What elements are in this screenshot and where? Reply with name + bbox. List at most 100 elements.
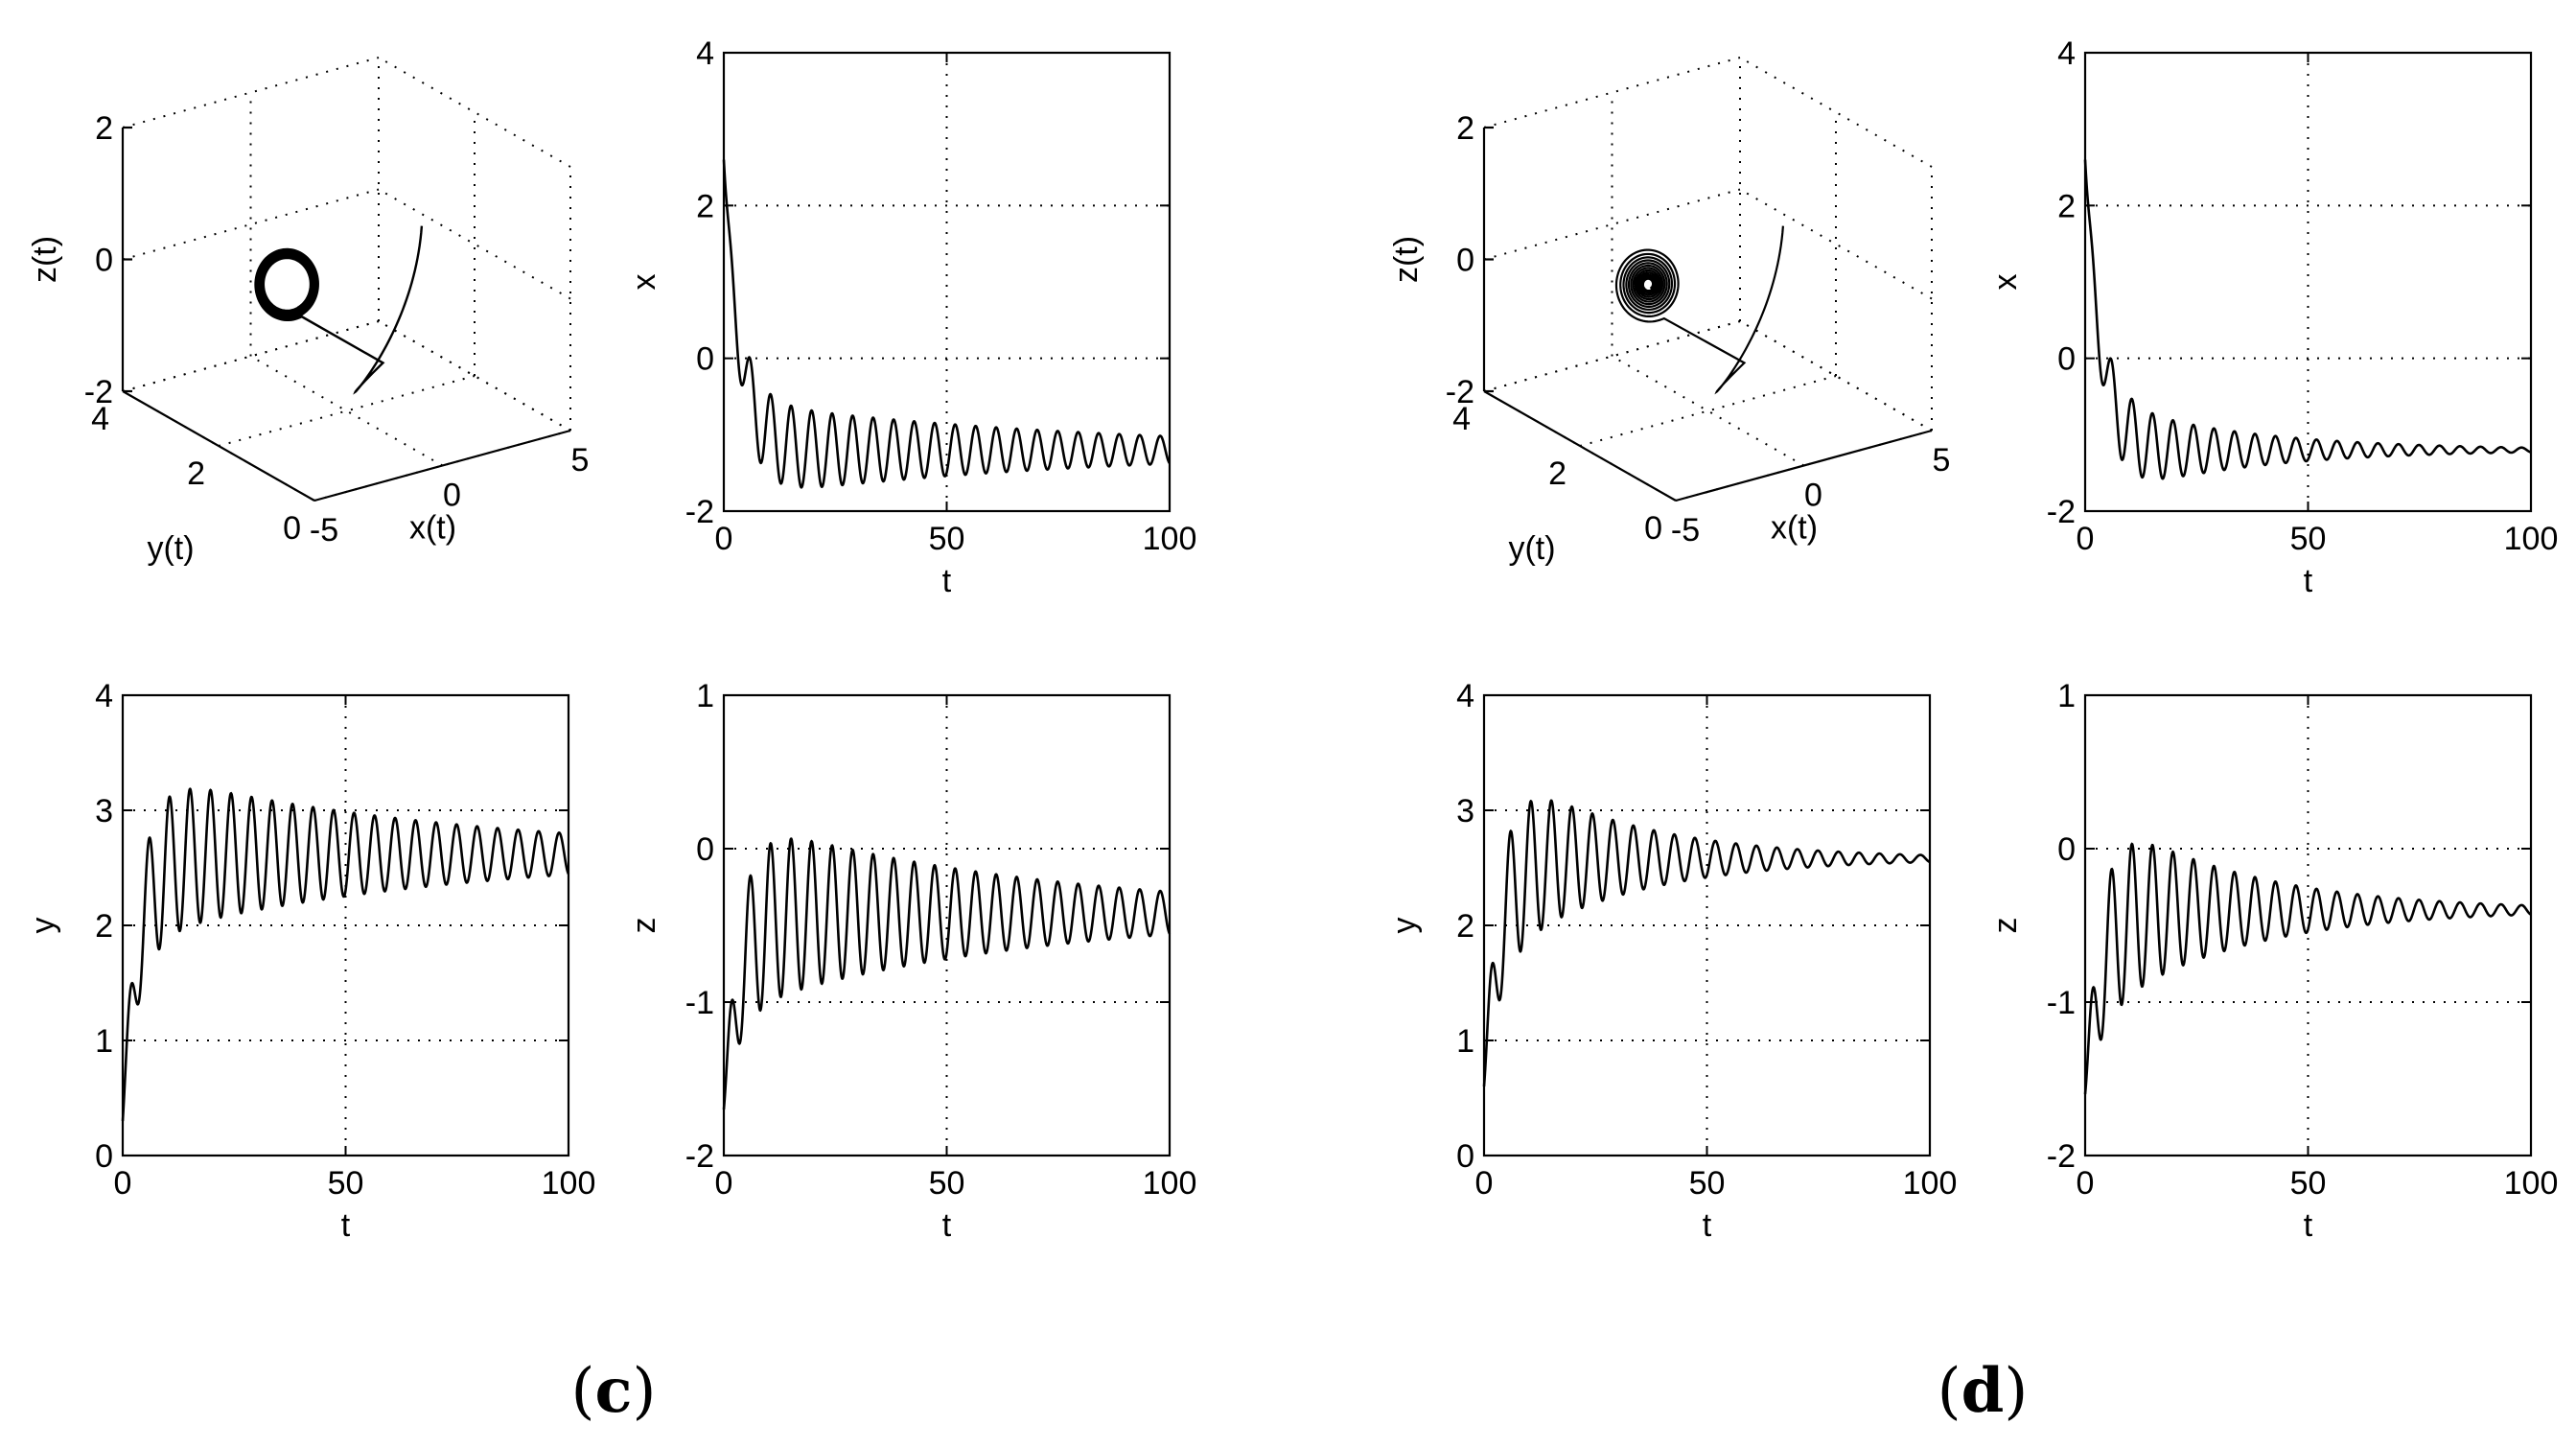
x-tick-label: 50: [1689, 1165, 1726, 1202]
x-tick-label: 50: [929, 1165, 965, 1202]
x-tick-label: 100: [1143, 1165, 1197, 1202]
x-axis-line: [313, 429, 571, 502]
y-tick-label: 2: [1456, 908, 1474, 945]
x-tick-label: 0: [715, 1165, 733, 1202]
y-tick-label: 2: [95, 908, 113, 945]
grid-bottom-x: [250, 355, 443, 467]
chart-c-y: 0 50 100 0 1 2 3 4 t y: [25, 678, 595, 1244]
x-axis-label: t: [2304, 563, 2313, 599]
y-tick-label: 1: [1456, 1023, 1474, 1060]
panel-label-c: (c): [571, 1355, 657, 1427]
x-tick-label: 0: [2077, 1165, 2095, 1202]
y-axis-label: x: [626, 274, 662, 291]
panel-label-d: (d): [1938, 1355, 2029, 1427]
grid-bottom-y: [1579, 375, 1837, 447]
grid-bottom-y: [218, 375, 476, 447]
y-axis-line: [1483, 390, 1677, 502]
y-tick-label: 3: [95, 793, 113, 829]
z-tick-label: -2: [84, 374, 113, 410]
trajectory-line: [254, 225, 424, 395]
x-tick-label: -5: [1671, 512, 1700, 549]
x-tick-label: 0: [114, 1165, 132, 1202]
series-line: [722, 159, 1172, 489]
y-axis-label: x: [1987, 274, 2024, 291]
x-tick-label: 50: [929, 521, 965, 557]
y-tick-label: -2: [685, 494, 714, 530]
x-tick-label: 0: [715, 521, 733, 557]
x-tick-label: 0: [2077, 521, 2095, 557]
chart-d-z: 0 50 100 -2 -1 0 1 t z: [1987, 678, 2558, 1244]
y-axis-label: y: [1386, 918, 1423, 934]
y-tick-label: 3: [1456, 793, 1474, 829]
series-line: [2083, 842, 2532, 1095]
y-tick-label: 4: [2057, 35, 2076, 72]
x-axis-label: t: [942, 1207, 952, 1244]
y-tick-label: -1: [2047, 985, 2076, 1021]
y-tick-label: 2: [1548, 455, 1566, 492]
x-axis-label: x(t): [409, 510, 456, 547]
z-tick-label: 0: [95, 243, 113, 279]
x-tick-label: 100: [542, 1165, 596, 1202]
y-tick-label: 0: [95, 1138, 113, 1175]
series-line: [2083, 159, 2532, 480]
y-tick-label: 0: [1456, 1138, 1474, 1175]
z-tick-label: -2: [1446, 374, 1474, 410]
y-tick-label: 0: [1644, 510, 1662, 547]
y-tick-label: 2: [2057, 188, 2076, 224]
y-tick-label: 4: [696, 35, 714, 72]
y-tick-label: 0: [2057, 831, 2076, 868]
grid-wallB-z: [378, 57, 571, 168]
x-tick-label: 50: [328, 1165, 364, 1202]
grid-wallA-z: [122, 57, 380, 128]
axes-frame: [2083, 51, 2533, 513]
x-tick-label: 50: [2290, 1165, 2327, 1202]
x-tick-label: 100: [1143, 521, 1197, 557]
y-tick-label: -2: [2047, 1138, 2076, 1175]
z-axis-label: z(t): [27, 236, 63, 283]
chart-d-y: 0 50 100 0 1 2 3 4 t y: [1386, 678, 1957, 1244]
grid-wallB-z: [1739, 57, 1933, 168]
x-tick-label: 5: [1933, 442, 1951, 479]
z-tick-label: 2: [1456, 110, 1474, 147]
x-axis-label: t: [1703, 1207, 1712, 1244]
y-tick-label: 0: [283, 510, 301, 547]
y-tick-label: 1: [2057, 678, 2076, 714]
x-axis-label: t: [942, 563, 952, 599]
y-axis-label: z: [626, 918, 662, 934]
y-tick-label: 4: [1456, 678, 1474, 714]
trajectory-line: [1614, 225, 1784, 395]
y-tick-label: 0: [696, 341, 714, 378]
series-line: [121, 787, 570, 1122]
x-tick-label: 100: [2504, 521, 2559, 557]
x-tick-label: 100: [1903, 1165, 1958, 1202]
x-tick-label: 0: [1804, 478, 1822, 514]
y-tick-label: 1: [696, 678, 714, 714]
y-axis-line: [122, 390, 315, 502]
chart-c-z: 0 50 100 -2 -1 0 1 t z: [626, 678, 1196, 1244]
y-tick-label: 2: [696, 188, 714, 224]
x-tick-label: 50: [2290, 521, 2327, 557]
z-tick-label: 2: [95, 110, 113, 147]
y-tick-label: -2: [685, 1138, 714, 1175]
x-tick-label: 0: [1475, 1165, 1494, 1202]
grid-bottom-x: [1612, 355, 1804, 467]
y-tick-label: 4: [1452, 401, 1471, 437]
x-axis-label: x(t): [1771, 510, 1818, 547]
y-tick-label: 0: [696, 831, 714, 868]
y-tick-label: 4: [95, 678, 113, 714]
x-axis-label: t: [341, 1207, 351, 1244]
y-axis-label: y: [25, 918, 61, 934]
x-axis-line: [1675, 429, 1933, 502]
y-axis-label: z: [1987, 918, 2024, 934]
y-tick-label: 1: [95, 1023, 113, 1060]
y-axis-label: y(t): [1508, 530, 1555, 567]
y-axis-label: y(t): [147, 530, 194, 567]
y-tick-label: 0: [2057, 341, 2076, 378]
series-line: [722, 837, 1172, 1110]
z-tick-label: 0: [1456, 243, 1474, 279]
